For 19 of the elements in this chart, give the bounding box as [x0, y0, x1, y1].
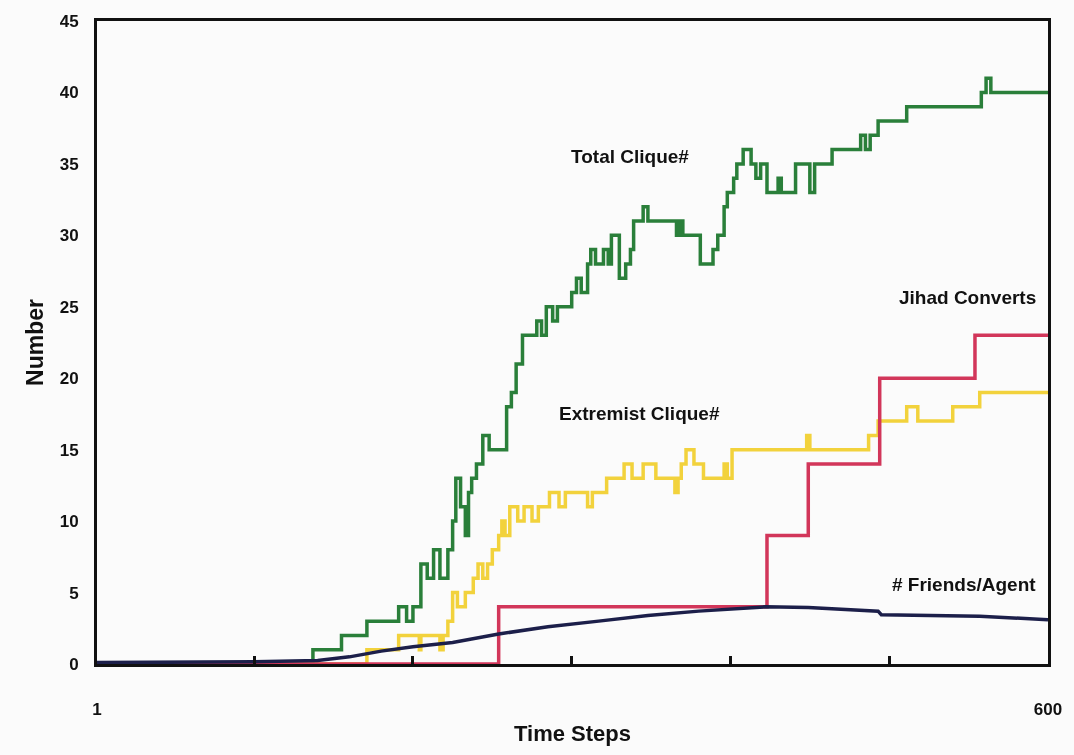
y-tick-label: 20: [59, 369, 79, 389]
y-tick-label: 10: [59, 512, 79, 532]
series-label: Extremist Clique#: [559, 403, 720, 424]
y-tick-label: 0: [69, 654, 79, 674]
series-label: Jihad Converts: [899, 287, 1037, 308]
y-tick-label: 5: [69, 583, 79, 603]
line-series: [97, 605, 1048, 664]
y-tick-label: 35: [59, 154, 79, 174]
y-tick-label: 15: [59, 440, 79, 460]
y-tick-label: 25: [59, 297, 79, 317]
y-axis-title: Number: [22, 299, 49, 386]
x-tick-label: 600: [1033, 700, 1063, 720]
x-axis-title: Time Steps: [514, 721, 631, 747]
y-tick-label: 40: [59, 83, 79, 103]
text: Total Clique#: [571, 146, 690, 167]
series-label: # Friends/Agent: [892, 574, 1037, 595]
x-tick-label: 1: [92, 700, 102, 720]
y-tick-label: 30: [59, 226, 79, 246]
y-tick-label: 45: [59, 11, 79, 31]
